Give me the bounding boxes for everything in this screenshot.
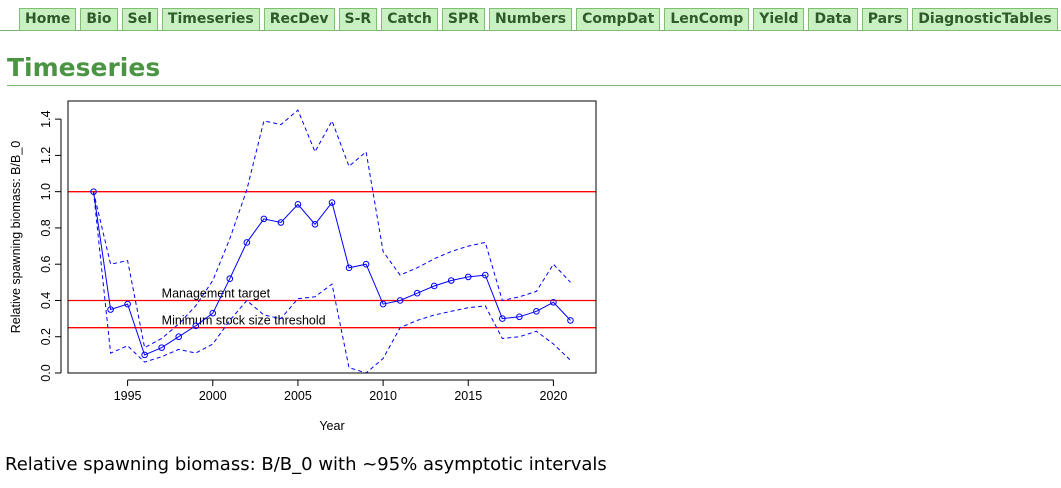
- data-point: [277, 219, 285, 226]
- data-point: [141, 351, 148, 359]
- data-point: [499, 315, 506, 322]
- data-point: [379, 300, 387, 308]
- x-tick-label: 1995: [114, 389, 142, 403]
- data-point: [413, 289, 421, 297]
- reference-label-2: Minimum stock size threshold: [162, 314, 326, 328]
- tab-lencomp[interactable]: LenComp: [664, 8, 750, 31]
- data-point: [567, 317, 574, 324]
- y-axis-title: Relative spawning biomass: B/B_0: [9, 141, 23, 334]
- data-point: [294, 201, 302, 208]
- tab-numbers[interactable]: Numbers: [489, 8, 573, 31]
- tab-pars[interactable]: Pars: [861, 8, 909, 31]
- data-point: [158, 344, 165, 351]
- tab-compdat[interactable]: CompDat: [576, 8, 661, 31]
- data-point: [362, 260, 370, 268]
- series-line-upper: [93, 109, 571, 349]
- y-tick-label: 0.0: [39, 364, 53, 381]
- y-tick-label: 0.6: [39, 255, 53, 272]
- figure-caption: Relative spawning biomass: B/B_0 with ~9…: [5, 454, 607, 475]
- tab-home[interactable]: Home: [19, 8, 77, 31]
- data-point: [175, 333, 183, 341]
- spawning-biomass-chart: Management target Minimum stock size thre…: [9, 100, 597, 433]
- tab-recdev[interactable]: RecDev: [263, 8, 335, 31]
- tab-spr[interactable]: SPR: [441, 8, 486, 31]
- data-point: [243, 239, 251, 246]
- data-point: [192, 322, 200, 330]
- y-tick-label: 1.2: [39, 147, 53, 164]
- x-tick-label: 2020: [540, 389, 568, 403]
- y-tick-label: 1.4: [39, 110, 53, 127]
- x-tick-label: 2010: [369, 389, 397, 403]
- y-tick-label: 0.8: [39, 219, 53, 236]
- data-point: [516, 313, 523, 321]
- tab-bio[interactable]: Bio: [80, 8, 118, 31]
- data-point: [311, 221, 319, 228]
- title-divider: [7, 85, 1061, 86]
- tab-sel[interactable]: Sel: [121, 8, 158, 31]
- data-point: [481, 271, 489, 279]
- tab-timeseries[interactable]: Timeseries: [161, 8, 260, 31]
- tab-list: Home Bio Sel Timeseries RecDev S-R Catch SPR Num…: [19, 8, 1058, 31]
- data-point: [209, 309, 217, 317]
- x-axis-title: Year: [319, 419, 344, 433]
- data-point: [124, 300, 131, 308]
- data-point: [107, 306, 114, 313]
- x-tick-label: 2015: [454, 389, 482, 403]
- data-point: [550, 298, 557, 306]
- tab-bar: Home Bio Sel Timeseries RecDev S-R Catch SPR Num…: [0, 0, 1061, 32]
- series-line-lower: [93, 191, 571, 374]
- reference-label-1: Management target: [162, 286, 271, 300]
- data-point: [345, 264, 353, 272]
- data-point: [396, 297, 404, 304]
- y-tick-label: 1.0: [39, 183, 53, 200]
- data-point: [447, 277, 455, 284]
- data-point: [260, 215, 268, 223]
- data-point: [430, 282, 438, 290]
- data-point: [533, 308, 540, 315]
- series-line-estimate: [93, 191, 571, 356]
- data-point: [328, 199, 336, 206]
- tab-yield[interactable]: Yield: [753, 8, 805, 31]
- x-tick-label: 2005: [284, 389, 312, 403]
- plot-frame: [67, 100, 597, 374]
- data-point: [226, 275, 234, 283]
- y-tick-label: 0.2: [39, 328, 53, 345]
- tab-data[interactable]: Data: [808, 8, 858, 31]
- page-title: Timeseries: [7, 53, 161, 82]
- x-tick-label: 2000: [199, 389, 227, 403]
- data-point: [464, 273, 472, 281]
- tab-s-r[interactable]: S-R: [338, 8, 378, 31]
- tab-diagnostictables[interactable]: DiagnosticTables: [912, 8, 1058, 31]
- tab-catch[interactable]: Catch: [381, 8, 438, 31]
- y-tick-label: 0.4: [39, 292, 53, 309]
